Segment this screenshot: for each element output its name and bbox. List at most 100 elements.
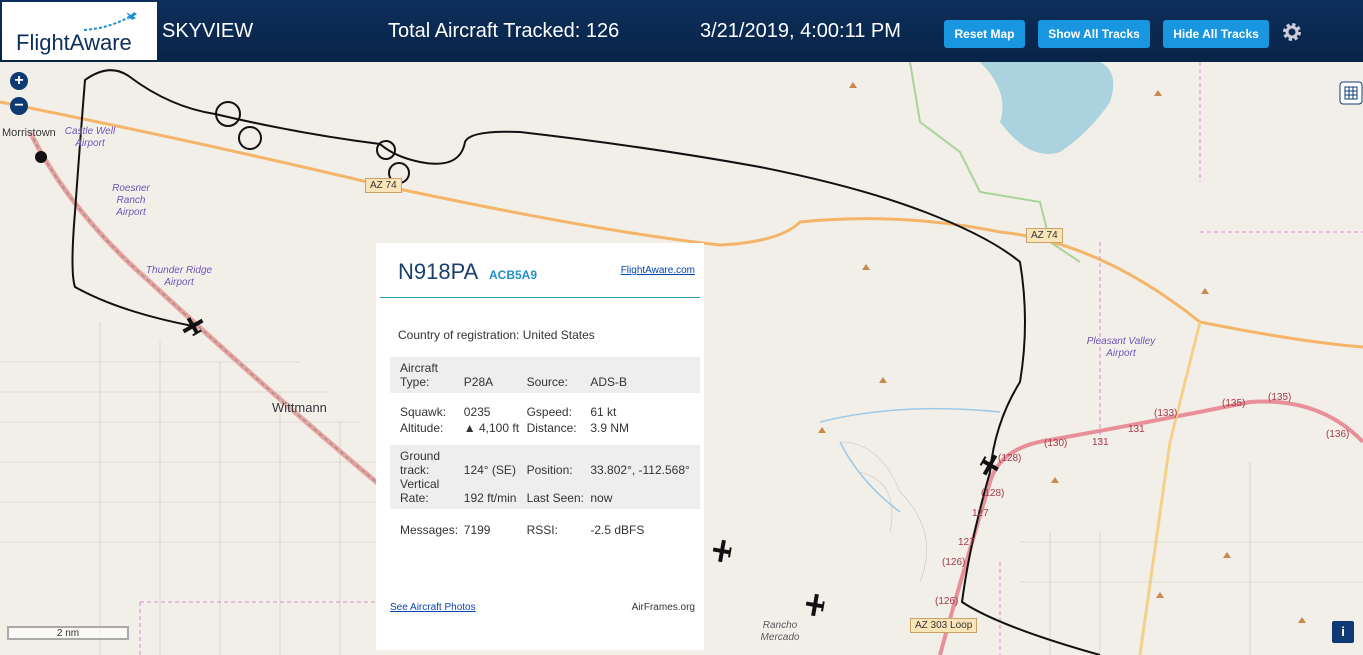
logo: FlightAware [2, 2, 157, 60]
zoom-in[interactable]: + [10, 72, 28, 90]
info-button[interactable]: i [1332, 621, 1354, 643]
field-groups: Aircraft Type: P28A Source: ADS-B Squawk: 023… [390, 357, 700, 547]
route-number: 131 [1128, 424, 1145, 435]
route-number: (126) [942, 557, 966, 568]
lake [980, 62, 1114, 154]
hex-code: ACB5A9 [489, 268, 538, 282]
total-tracked: Total Aircraft Tracked: 126 [388, 20, 620, 42]
app-title: SKYVIEW [162, 20, 254, 42]
place-label: Castle Well Airport [64, 126, 116, 149]
field-row: Messages: 7199 RSSI: -2.5 dBFS [390, 521, 700, 537]
field-group: Aircraft Type: P28A Source: ADS-B [390, 357, 700, 393]
field-value: 61 kt [590, 405, 617, 419]
highway [27, 130, 402, 504]
field-value: 3.9 NM [590, 421, 630, 435]
field-label: Position: [526, 463, 573, 477]
scale-bar: 2 nm [7, 626, 129, 640]
header: FlightAware SKYVIEW Total Aircraft Track… [0, 0, 1363, 62]
field-label: Squawk: [400, 405, 447, 419]
field-row: Aircraft Type: P28A Source: ADS-B [390, 361, 700, 389]
field-value: 0235 [463, 405, 491, 419]
zoom-out[interactable]: − [10, 97, 28, 115]
place-label: Pleasant Valley Airport [1086, 336, 1156, 359]
photos-link[interactable]: See Aircraft Photos [390, 602, 476, 613]
place-label: Rancho Mercado [760, 620, 800, 643]
receiver-location [35, 151, 47, 163]
logo-text: FlightAware [16, 30, 132, 55]
street-grid [0, 322, 1363, 655]
field-value: 124° (SE) [463, 463, 516, 477]
aircraft-icon[interactable] [977, 451, 1004, 479]
field-row: Vertical Rate: 192 ft/min Last Seen: now [390, 477, 700, 505]
map[interactable] [0, 62, 1363, 655]
field-value: ▲ 4,100 ft [463, 421, 520, 435]
field-value: P28A [463, 375, 494, 389]
field-value: -2.5 dBFS [590, 523, 645, 537]
settings-icon[interactable] [1280, 20, 1304, 44]
field-value: now [590, 491, 613, 505]
road [1138, 321, 1202, 655]
field-value: ADS-B [590, 375, 628, 389]
country-value: United States [522, 328, 595, 342]
route-number: (133) [1154, 408, 1178, 419]
flightaware-link[interactable]: FlightAware.com [620, 265, 695, 276]
field-label: Source: [526, 375, 568, 389]
route-number: (136) [1326, 429, 1350, 440]
field-group: Squawk: 0235 Gspeed: 61 kt Altitude: ▲ 4,100 … [390, 399, 700, 439]
field-row: Squawk: 0235 Gspeed: 61 kt [390, 403, 700, 419]
field-label: Vertical Rate: [400, 477, 440, 505]
aircraft-popup: N918PA ACB5A9 FlightAware.com Country of… [376, 243, 704, 650]
show-tracks-button[interactable]: Show All Tracks [1038, 20, 1150, 48]
field-label: RSSI: [526, 523, 558, 537]
layers-icon [1344, 86, 1358, 100]
field-value: 7199 [463, 523, 491, 537]
route-number: (128) [998, 453, 1022, 464]
field-label: Ground track: [400, 449, 441, 477]
road-az74 [0, 100, 1363, 349]
place-label: Wittmann [272, 400, 327, 415]
route-number: (128) [981, 488, 1005, 499]
aircraft-icon[interactable] [179, 313, 207, 340]
place-label: Morristown [2, 127, 56, 139]
ident: N918PA [398, 259, 479, 284]
field-group: Messages: 7199 RSSI: -2.5 dBFS [390, 517, 700, 541]
field-row: Altitude: ▲ 4,100 ft Distance: 3.9 NM [390, 419, 700, 435]
field-group: Ground track: 124° (SE) Position: 33.802°, … [390, 445, 700, 509]
road-shield: AZ 74 [365, 178, 402, 193]
field-label: Aircraft Type: [400, 361, 439, 389]
route-number: (135) [1268, 392, 1292, 403]
hide-tracks-button[interactable]: Hide All Tracks [1163, 20, 1269, 48]
aircraft-icons[interactable] [179, 313, 1003, 618]
railway [29, 131, 401, 503]
field-value: 33.802°, -112.568° [590, 463, 690, 477]
field-label: Messages: [400, 523, 459, 537]
reset-map-button[interactable]: Reset Map [944, 20, 1025, 48]
field-label: Distance: [526, 421, 577, 435]
divider [380, 297, 700, 298]
route-number: 127 [958, 537, 975, 548]
route-number: (135) [1222, 398, 1246, 409]
route-number: (126) [935, 596, 959, 607]
route-number: 127 [972, 508, 989, 519]
field-label: Altitude: [400, 421, 444, 435]
road-shield: AZ 303 Loop [910, 618, 978, 633]
timestamp: 3/21/2019, 4:00:11 PM [700, 20, 901, 42]
field-label: Last Seen: [526, 491, 584, 505]
river [819, 407, 1001, 513]
aircraft-icon[interactable] [804, 593, 826, 618]
logo-icon [83, 12, 137, 31]
layers-button[interactable] [1339, 81, 1363, 105]
place-label: Roesner Ranch Airport [112, 183, 150, 218]
boundaries [139, 62, 1363, 655]
aircraft-icon[interactable] [711, 539, 733, 564]
field-value: 192 ft/min [463, 491, 517, 505]
route-number: (130) [1044, 438, 1068, 449]
place-label: Thunder Ridge Airport [145, 265, 213, 288]
loop-303 [938, 399, 1363, 655]
road-shield: AZ 74 [1026, 228, 1063, 243]
country-label: Country of registration: [398, 328, 520, 342]
field-label: Gspeed: [526, 405, 572, 419]
flight-track [71, 69, 1101, 655]
airframes-link[interactable]: AirFrames.org [631, 602, 695, 613]
